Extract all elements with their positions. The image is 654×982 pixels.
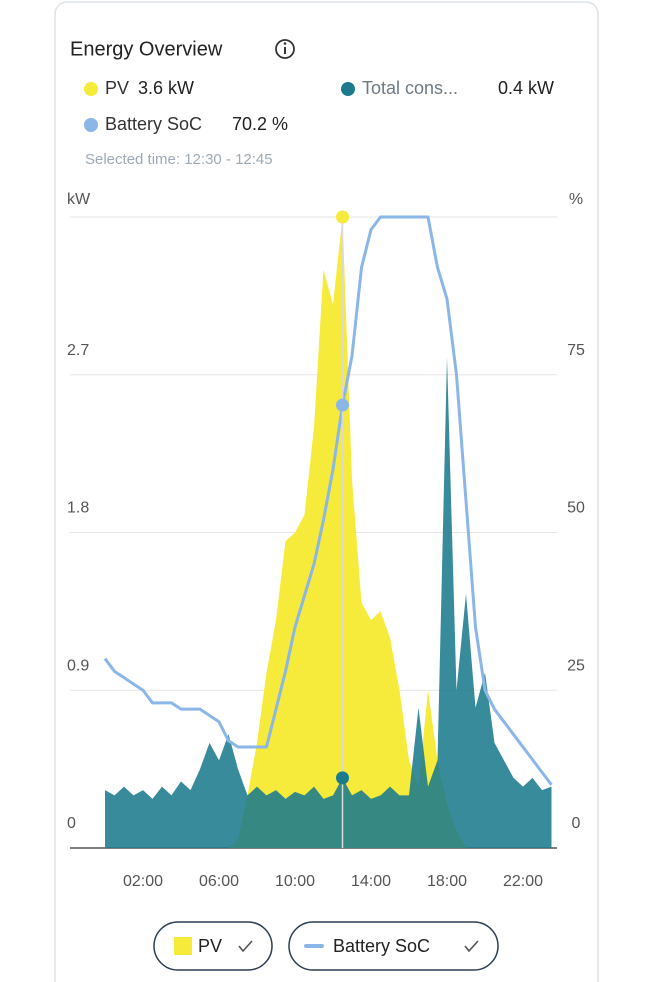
y-tick-label: 2.7 xyxy=(67,342,89,359)
card-title: Energy Overview xyxy=(70,38,223,60)
legend-name: Battery SoC xyxy=(105,114,202,134)
legend-value: 3.6 kW xyxy=(138,78,194,98)
toggle-label: Battery SoC xyxy=(333,936,430,956)
series-toggle[interactable]: Battery SoC xyxy=(288,921,499,971)
x-tick-label: 02:00 xyxy=(123,873,163,890)
y2-tick-label: 50 xyxy=(567,500,585,517)
y-tick-label: 0 xyxy=(67,815,76,832)
info-icon[interactable] xyxy=(275,39,295,59)
y-tick-label: 1.8 xyxy=(67,500,89,517)
legend-value: 0.4 kW xyxy=(498,78,554,98)
selected-time: Selected time: 12:30 - 12:45 xyxy=(85,151,273,168)
series-toggle[interactable]: PV xyxy=(153,921,273,971)
selection-dot xyxy=(336,398,349,412)
check-icon xyxy=(238,940,253,953)
y2-tick-label: 0 xyxy=(572,815,581,832)
area-series xyxy=(105,217,552,848)
legend-name: Total cons... xyxy=(362,78,458,98)
selection-dot xyxy=(336,771,349,785)
toggle-label: PV xyxy=(198,936,222,956)
legend-dot xyxy=(84,82,98,96)
y-tick-label: 0.9 xyxy=(67,657,89,674)
y-unit: kW xyxy=(67,191,91,208)
check-icon xyxy=(464,940,479,953)
area-series xyxy=(105,357,552,848)
legend-dot xyxy=(84,118,98,132)
legend-dot xyxy=(341,82,355,96)
toggle-swatch xyxy=(174,937,192,955)
x-tick-label: 18:00 xyxy=(427,873,467,890)
toggle-button[interactable] xyxy=(288,921,499,971)
y2-tick-label: 75 xyxy=(567,342,585,359)
x-tick-label: 14:00 xyxy=(351,873,391,890)
selection-dot xyxy=(336,210,349,224)
legend-value: 70.2 % xyxy=(232,114,288,134)
y2-unit: % xyxy=(569,191,583,208)
x-tick-label: 22:00 xyxy=(503,873,543,890)
line-series xyxy=(103,215,553,786)
x-tick-label: 06:00 xyxy=(199,873,239,890)
toggle-button[interactable] xyxy=(153,921,273,971)
y2-tick-label: 25 xyxy=(567,657,585,674)
legend-name: PV xyxy=(105,78,129,98)
x-tick-label: 10:00 xyxy=(275,873,315,890)
